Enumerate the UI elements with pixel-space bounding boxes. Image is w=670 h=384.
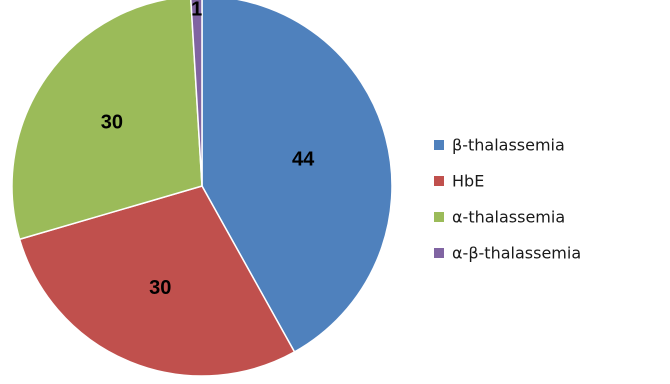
data-label-3: 30 (101, 112, 123, 134)
data-label-2: 30 (149, 277, 171, 299)
legend-label: β-thalassemia (452, 136, 565, 155)
legend: β-thalassemia HbE α-thalassemia α-β-thalass… (434, 136, 581, 263)
legend-item-thalassemia: α-thalassemia (434, 208, 565, 227)
pie-slice-2 (18, 185, 296, 377)
pie-slices (11, 0, 393, 377)
legend-swatch (434, 212, 444, 222)
data-label-4: 1 (191, 0, 202, 20)
pie-slice-4 (190, 0, 203, 187)
legend-item-thalassemia: α-β-thalassemia (434, 244, 581, 263)
legend-item-thalassemia: β-thalassemia (434, 136, 565, 155)
pie-slice-1 (201, 0, 393, 353)
legend-label: α-β-thalassemia (452, 244, 581, 263)
legend-swatch (434, 176, 444, 186)
legend-swatch (434, 248, 444, 258)
legend-label: α-thalassemia (452, 208, 565, 227)
legend-swatch (434, 140, 444, 150)
pie-slice-3 (11, 0, 203, 241)
data-label-1: 44 (292, 149, 315, 171)
pie-data-labels: 44 30 30 1 (101, 0, 315, 299)
legend-label: HbE (452, 172, 484, 191)
legend-item-hbe: HbE (434, 172, 484, 191)
